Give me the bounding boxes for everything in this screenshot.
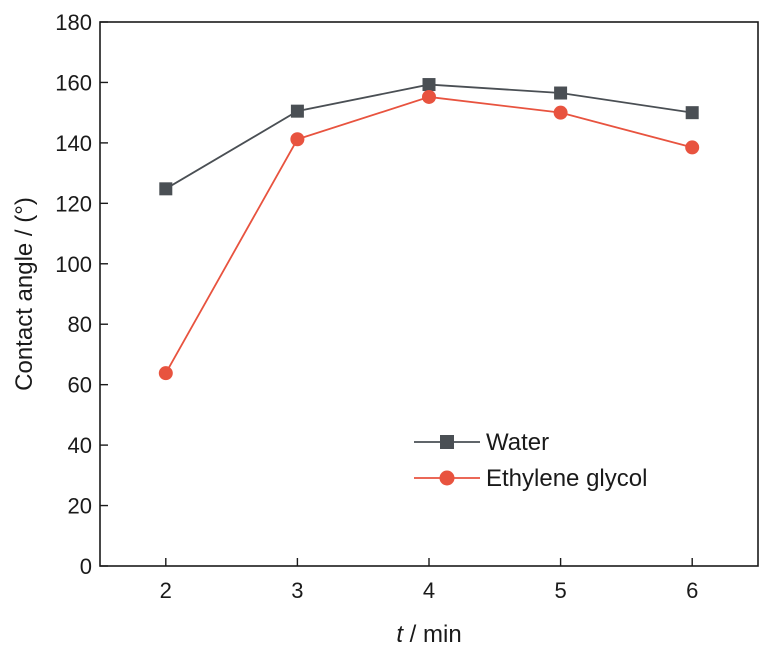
- data-point-water: [554, 86, 568, 100]
- data-point-ethylene-glycol: [290, 132, 305, 147]
- data-point-ethylene-glycol: [685, 140, 700, 155]
- y-tick-label: 60: [68, 373, 92, 398]
- x-axis-unit: / min: [403, 621, 462, 648]
- y-tick-label: 40: [68, 433, 92, 458]
- y-tick-label: 100: [55, 252, 92, 277]
- series-ethylene-glycol: [158, 89, 700, 381]
- series-water: [159, 78, 699, 196]
- x-axis-ticks: 2 3 4 5 6: [160, 558, 698, 603]
- data-point-water: [159, 182, 173, 196]
- x-tick-label: 3: [291, 578, 303, 603]
- x-tick-label: 5: [554, 578, 566, 603]
- legend: Water Ethylene glycol: [414, 429, 647, 492]
- legend-marker-ethylene-glycol: [439, 470, 455, 486]
- series-layer: [158, 78, 700, 381]
- y-tick-label: 80: [68, 312, 92, 337]
- data-point-ethylene-glycol: [158, 366, 173, 381]
- x-tick-label: 4: [423, 578, 435, 603]
- y-tick-label: 160: [55, 70, 92, 95]
- data-point-ethylene-glycol: [553, 105, 568, 120]
- legend-item-water: Water: [414, 429, 549, 456]
- data-point-water: [422, 78, 436, 92]
- x-axis-title: t / min: [396, 621, 461, 648]
- y-tick-label: 120: [55, 191, 92, 216]
- data-point-water: [290, 104, 304, 118]
- y-tick-label: 140: [55, 131, 92, 156]
- x-tick-label: 6: [686, 578, 698, 603]
- data-point-ethylene-glycol: [422, 89, 436, 104]
- legend-marker-water: [440, 435, 454, 449]
- series-line-ethylene-glycol: [165, 96, 693, 374]
- y-tick-label: 180: [55, 10, 92, 35]
- x-axis-variable: t: [396, 621, 404, 648]
- legend-item-ethylene-glycol: Ethylene glycol: [414, 465, 647, 492]
- plot-frame: [99, 21, 759, 567]
- y-tick-label: 20: [68, 494, 92, 519]
- y-axis-ticks: 0 20 40 60 80 100 120 140 160 180: [55, 10, 108, 579]
- legend-label-ethylene-glycol: Ethylene glycol: [486, 465, 647, 492]
- data-point-water: [685, 106, 699, 120]
- x-tick-label: 2: [160, 578, 172, 603]
- y-axis-title: Contact angle / (°): [11, 197, 38, 391]
- y-tick-label: 0: [80, 554, 92, 579]
- legend-label-water: Water: [486, 429, 549, 456]
